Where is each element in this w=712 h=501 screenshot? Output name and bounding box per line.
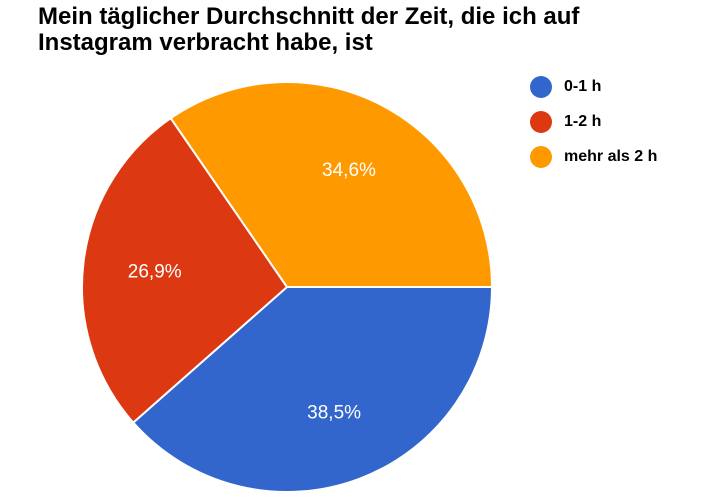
legend: 0-1 h 1-2 h mehr als 2 h	[530, 76, 705, 181]
legend-item-0-1h[interactable]: 0-1 h	[530, 76, 705, 111]
slice-1-2h[interactable]	[81, 116, 289, 424]
slice-label-mehr-als-2h: 34,6%	[322, 160, 376, 181]
chart-title: Mein täglicher Durchschnitt der Zeit, di…	[38, 3, 580, 56]
legend-item-mehr-als-2h[interactable]: mehr als 2 h	[530, 146, 705, 181]
slice-label-0-1h: 38,5%	[307, 403, 361, 424]
slice-mehr-als-2h[interactable]	[169, 81, 494, 288]
legend-label-1-2h: 1-2 h	[564, 113, 602, 130]
legend-label-mehr-als-2h: mehr als 2 h	[564, 148, 658, 165]
legend-item-1-2h[interactable]: 1-2 h	[530, 111, 705, 146]
legend-swatch-1-2h	[530, 111, 552, 133]
legend-swatch-mehr-als-2h	[530, 146, 552, 168]
legend-label-0-1h: 0-1 h	[564, 78, 602, 95]
slice-label-1-2h: 26,9%	[128, 262, 182, 283]
legend-swatch-0-1h	[530, 76, 552, 98]
slice-0-1h[interactable]	[131, 286, 494, 493]
